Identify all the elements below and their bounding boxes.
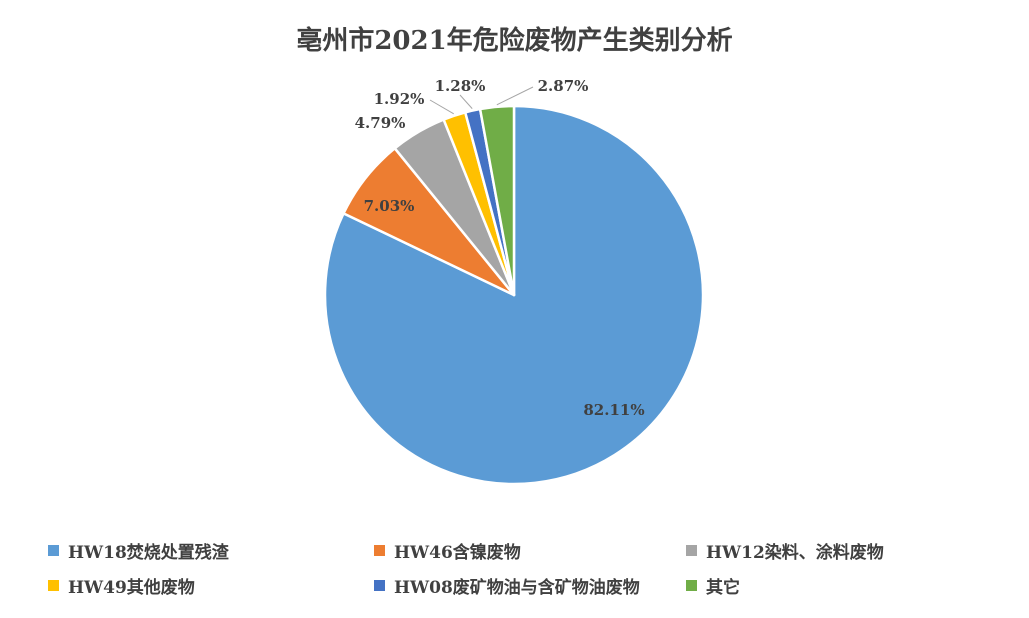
legend-swatch <box>48 545 59 556</box>
legend-label: 其它 <box>706 578 740 598</box>
legend-item[interactable]: HW49其他废物 <box>48 573 195 598</box>
legend-item[interactable]: HW18焚烧处置残渣 <box>48 538 229 563</box>
data-label: 7.03% <box>364 197 415 215</box>
legend-swatch <box>374 545 385 556</box>
leader-lines <box>429 86 534 115</box>
data-label: 1.28% <box>435 77 486 95</box>
data-label: 82.11% <box>583 401 644 419</box>
data-label: 1.92% <box>374 90 425 108</box>
legend-label: HW49其他废物 <box>68 578 195 598</box>
data-label: 2.87% <box>538 77 589 95</box>
data-labels: 82.11% 7.03% 4.79% 1.92% 1.28% 2.87% <box>355 77 645 419</box>
legend-item[interactable]: HW12染料、涂料废物 <box>686 538 884 563</box>
legend-swatch <box>48 580 59 591</box>
pie-chart: 82.11% 7.03% 4.79% 1.92% 1.28% 2.87% <box>323 77 705 486</box>
leader-line <box>429 99 454 115</box>
pie-slice[interactable] <box>478 104 516 297</box>
data-label: 4.79% <box>355 114 406 132</box>
legend-swatch <box>374 580 385 591</box>
chart-title: 亳州市2021年危险废物产生类别分析 <box>296 26 733 56</box>
legend-label: HW12染料、涂料废物 <box>706 543 884 563</box>
legend-swatch <box>686 545 697 556</box>
legend-swatch <box>686 580 697 591</box>
legend-item[interactable]: HW08废矿物油与含矿物油废物 <box>374 573 640 598</box>
legend-item[interactable]: 其它 <box>686 573 740 598</box>
leader-line <box>496 86 534 106</box>
legend-label: HW08废矿物油与含矿物油废物 <box>394 578 640 598</box>
pie-slices <box>323 104 705 486</box>
legend-item[interactable]: HW46含镍废物 <box>374 538 521 563</box>
legend-label: HW18焚烧处置残渣 <box>68 543 229 563</box>
legend-label: HW46含镍废物 <box>394 543 521 563</box>
leader-line <box>459 94 473 109</box>
